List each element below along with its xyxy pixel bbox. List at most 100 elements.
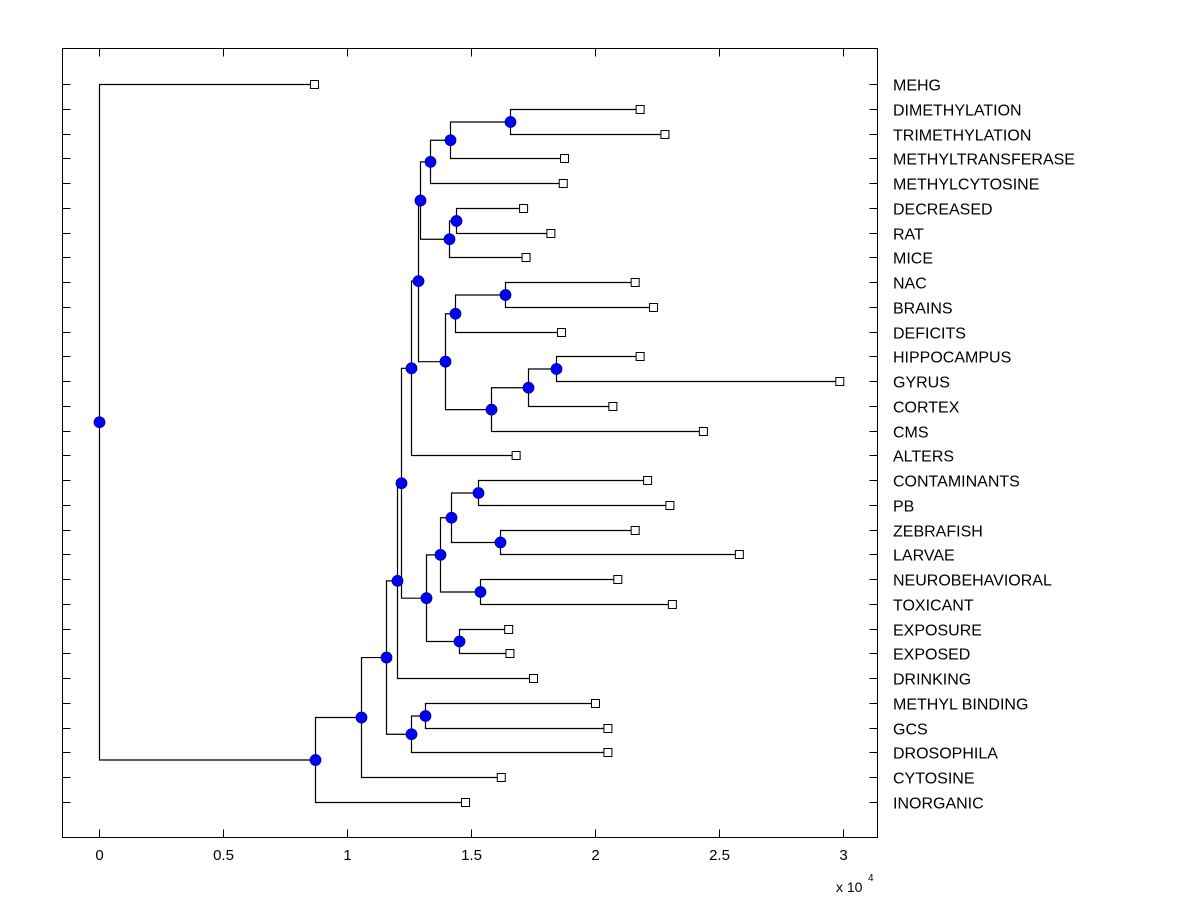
internal-node <box>414 194 427 207</box>
internal-node <box>449 307 462 320</box>
x-tick-label: 3 <box>839 847 847 864</box>
internal-nodes <box>93 116 563 766</box>
leaf-label: GYRUS <box>893 375 950 392</box>
internal-node <box>522 381 535 394</box>
plot-frame <box>62 48 878 838</box>
leaf-label: DIMETHYLATION <box>893 103 1022 120</box>
tree-link <box>314 760 462 804</box>
tree-link <box>385 657 412 735</box>
leaf-marker <box>310 80 320 89</box>
leaf-marker <box>630 278 640 287</box>
tree-link <box>490 387 529 410</box>
leaf-marker <box>591 699 600 708</box>
leaf-label: DROSOPHILA <box>893 746 998 763</box>
leaf-marker <box>698 427 708 436</box>
leaf-marker <box>461 798 471 807</box>
internal-node <box>474 586 487 598</box>
tree-link <box>400 483 427 599</box>
tree-link <box>439 554 481 593</box>
internal-node <box>405 728 418 741</box>
leaf-marker <box>835 377 845 386</box>
leaf-markers <box>310 80 845 807</box>
leaf-marker <box>529 674 538 683</box>
leaf-marker <box>635 352 645 361</box>
x-tick-labels: 0 0.5 1 1.5 2 2.5 3 <box>95 847 847 864</box>
x-multiplier-exponent: 4 <box>868 873 874 884</box>
tree-link <box>449 121 511 141</box>
internal-node <box>444 134 457 147</box>
tree-link <box>490 409 700 433</box>
tree-link <box>429 139 451 162</box>
internal-node <box>445 511 458 524</box>
leaf-marker <box>496 773 506 782</box>
leaf-marker <box>613 575 623 584</box>
tree-link <box>314 716 362 761</box>
leaf-label: METHYL BINDING <box>893 697 1028 714</box>
tree-link <box>98 83 311 423</box>
leaf-marker <box>649 303 659 312</box>
leaf-label: TRIMETHYLATION <box>893 128 1031 145</box>
leaf-label: DEFICITS <box>893 326 966 343</box>
x-tick-label: 1.5 <box>461 847 482 864</box>
leaf-marker <box>546 229 556 238</box>
leaf-label: CONTAMINANTS <box>893 474 1020 491</box>
tree-link <box>360 656 387 718</box>
leaf-label: DRINKING <box>893 672 971 689</box>
internal-node <box>443 233 456 246</box>
tree-link <box>419 200 450 240</box>
tree-link <box>410 734 604 754</box>
leaf-marker <box>521 253 531 262</box>
leaf-label: DECREASED <box>893 202 993 219</box>
tree-link <box>417 281 446 363</box>
leaf-labels: MEHG DIMETHYLATION TRIMETHYLATION METHYLTRA… <box>893 78 1075 813</box>
tree-link <box>360 717 498 779</box>
tree-link <box>98 422 316 761</box>
tree-link <box>448 239 523 259</box>
leaf-marker <box>635 105 645 114</box>
leaf-label: EXPOSED <box>893 647 970 664</box>
internal-node <box>485 403 498 416</box>
leaf-marker <box>608 402 618 411</box>
leaf-label: METHYLTRANSFERASE <box>893 152 1075 169</box>
internal-node <box>439 355 452 368</box>
leaf-marker <box>519 204 529 213</box>
leaf-marker <box>603 724 613 733</box>
internal-node <box>395 477 408 490</box>
leaf-label: TOXICANT <box>893 598 974 615</box>
leaf-label: PB <box>893 499 914 516</box>
leaf-label: CYTOSINE <box>893 771 975 788</box>
internal-node <box>419 710 432 722</box>
leaf-marker <box>734 550 744 559</box>
tree-link <box>450 517 501 544</box>
internal-node <box>391 574 404 587</box>
leaf-label: BRAINS <box>893 301 953 318</box>
leaf-marker <box>660 130 670 139</box>
x-tick-label: 2 <box>591 847 599 864</box>
internal-node <box>412 275 425 288</box>
x-multiplier-label: x 10 <box>836 879 863 895</box>
tree-link <box>396 580 530 680</box>
internal-node <box>405 362 418 375</box>
internal-node <box>420 592 433 605</box>
leaf-label: NAC <box>893 276 927 293</box>
internal-node <box>424 155 437 168</box>
leaf-label: ZEBRAFISH <box>893 524 983 541</box>
tree-link <box>454 294 506 314</box>
leaf-label: LARVAE <box>893 548 955 565</box>
leaf-label: GCS <box>893 722 928 739</box>
internal-node <box>380 651 393 664</box>
internal-node <box>494 536 507 549</box>
leaf-marker <box>504 625 514 634</box>
internal-node <box>434 548 447 561</box>
leaf-label: INORGANIC <box>893 796 984 813</box>
internal-node <box>309 754 322 766</box>
leaf-marker <box>665 501 675 510</box>
leaf-label: CORTEX <box>893 400 960 417</box>
leaf-label: NEUROBEHAVIORAL <box>893 573 1052 590</box>
leaf-label: CMS <box>893 425 929 442</box>
leaf-label: HIPPOCAMPUS <box>893 350 1011 367</box>
x-tick-label: 2.5 <box>709 847 730 864</box>
internal-node <box>355 711 368 724</box>
tree-link <box>449 140 561 160</box>
leaf-label: ALTERS <box>893 449 954 466</box>
